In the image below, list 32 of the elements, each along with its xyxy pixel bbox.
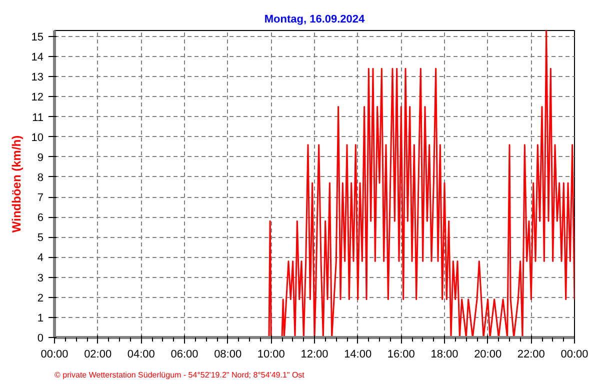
y-tick-label: 6 <box>37 212 44 224</box>
x-tick-label: 06:00 <box>170 348 198 360</box>
x-tick-label: 18:00 <box>430 348 458 360</box>
x-tick-label: 16:00 <box>387 348 415 360</box>
y-tick-label: 11 <box>32 112 44 124</box>
y-tick-label: 13 <box>31 72 44 84</box>
x-tick-label: 20:00 <box>474 348 502 360</box>
y-axis-title: Windböen (km/h) <box>9 135 24 233</box>
chart-title: Montag, 16.09.2024 <box>264 14 366 26</box>
y-tick-label: 9 <box>37 152 44 164</box>
y-tick-label: 15 <box>31 32 44 44</box>
y-tick-label: 4 <box>37 252 44 264</box>
y-tick-label: 1 <box>37 312 44 324</box>
x-tick-label: 00:00 <box>40 348 68 360</box>
y-tick-label: 8 <box>37 172 44 184</box>
x-tick-label: 22:00 <box>517 348 545 360</box>
y-tick-label: 7 <box>37 192 44 204</box>
y-tick-label: 12 <box>31 92 44 104</box>
y-tick-label: 2 <box>37 292 44 304</box>
y-tick-label: 3 <box>37 272 44 284</box>
x-tick-label: 00:00 <box>560 348 588 360</box>
x-tick-label: 04:00 <box>127 348 155 360</box>
y-tick-label: 10 <box>31 132 44 144</box>
x-tick-label: 08:00 <box>214 348 242 360</box>
text: © private Wetterstation Süderlügum - 54°52'19.2" Nord; 8°54'49.1" Ost <box>54 370 306 380</box>
y-tick-label: 14 <box>31 52 44 64</box>
x-tick-label: 02:00 <box>84 348 112 360</box>
x-tick-label: 12:00 <box>300 348 328 360</box>
x-tick-label: 10:00 <box>257 348 285 360</box>
y-tick-label: 5 <box>37 232 44 244</box>
y-tick-label: 0 <box>37 332 44 344</box>
x-tick-label: 14:00 <box>344 348 372 360</box>
